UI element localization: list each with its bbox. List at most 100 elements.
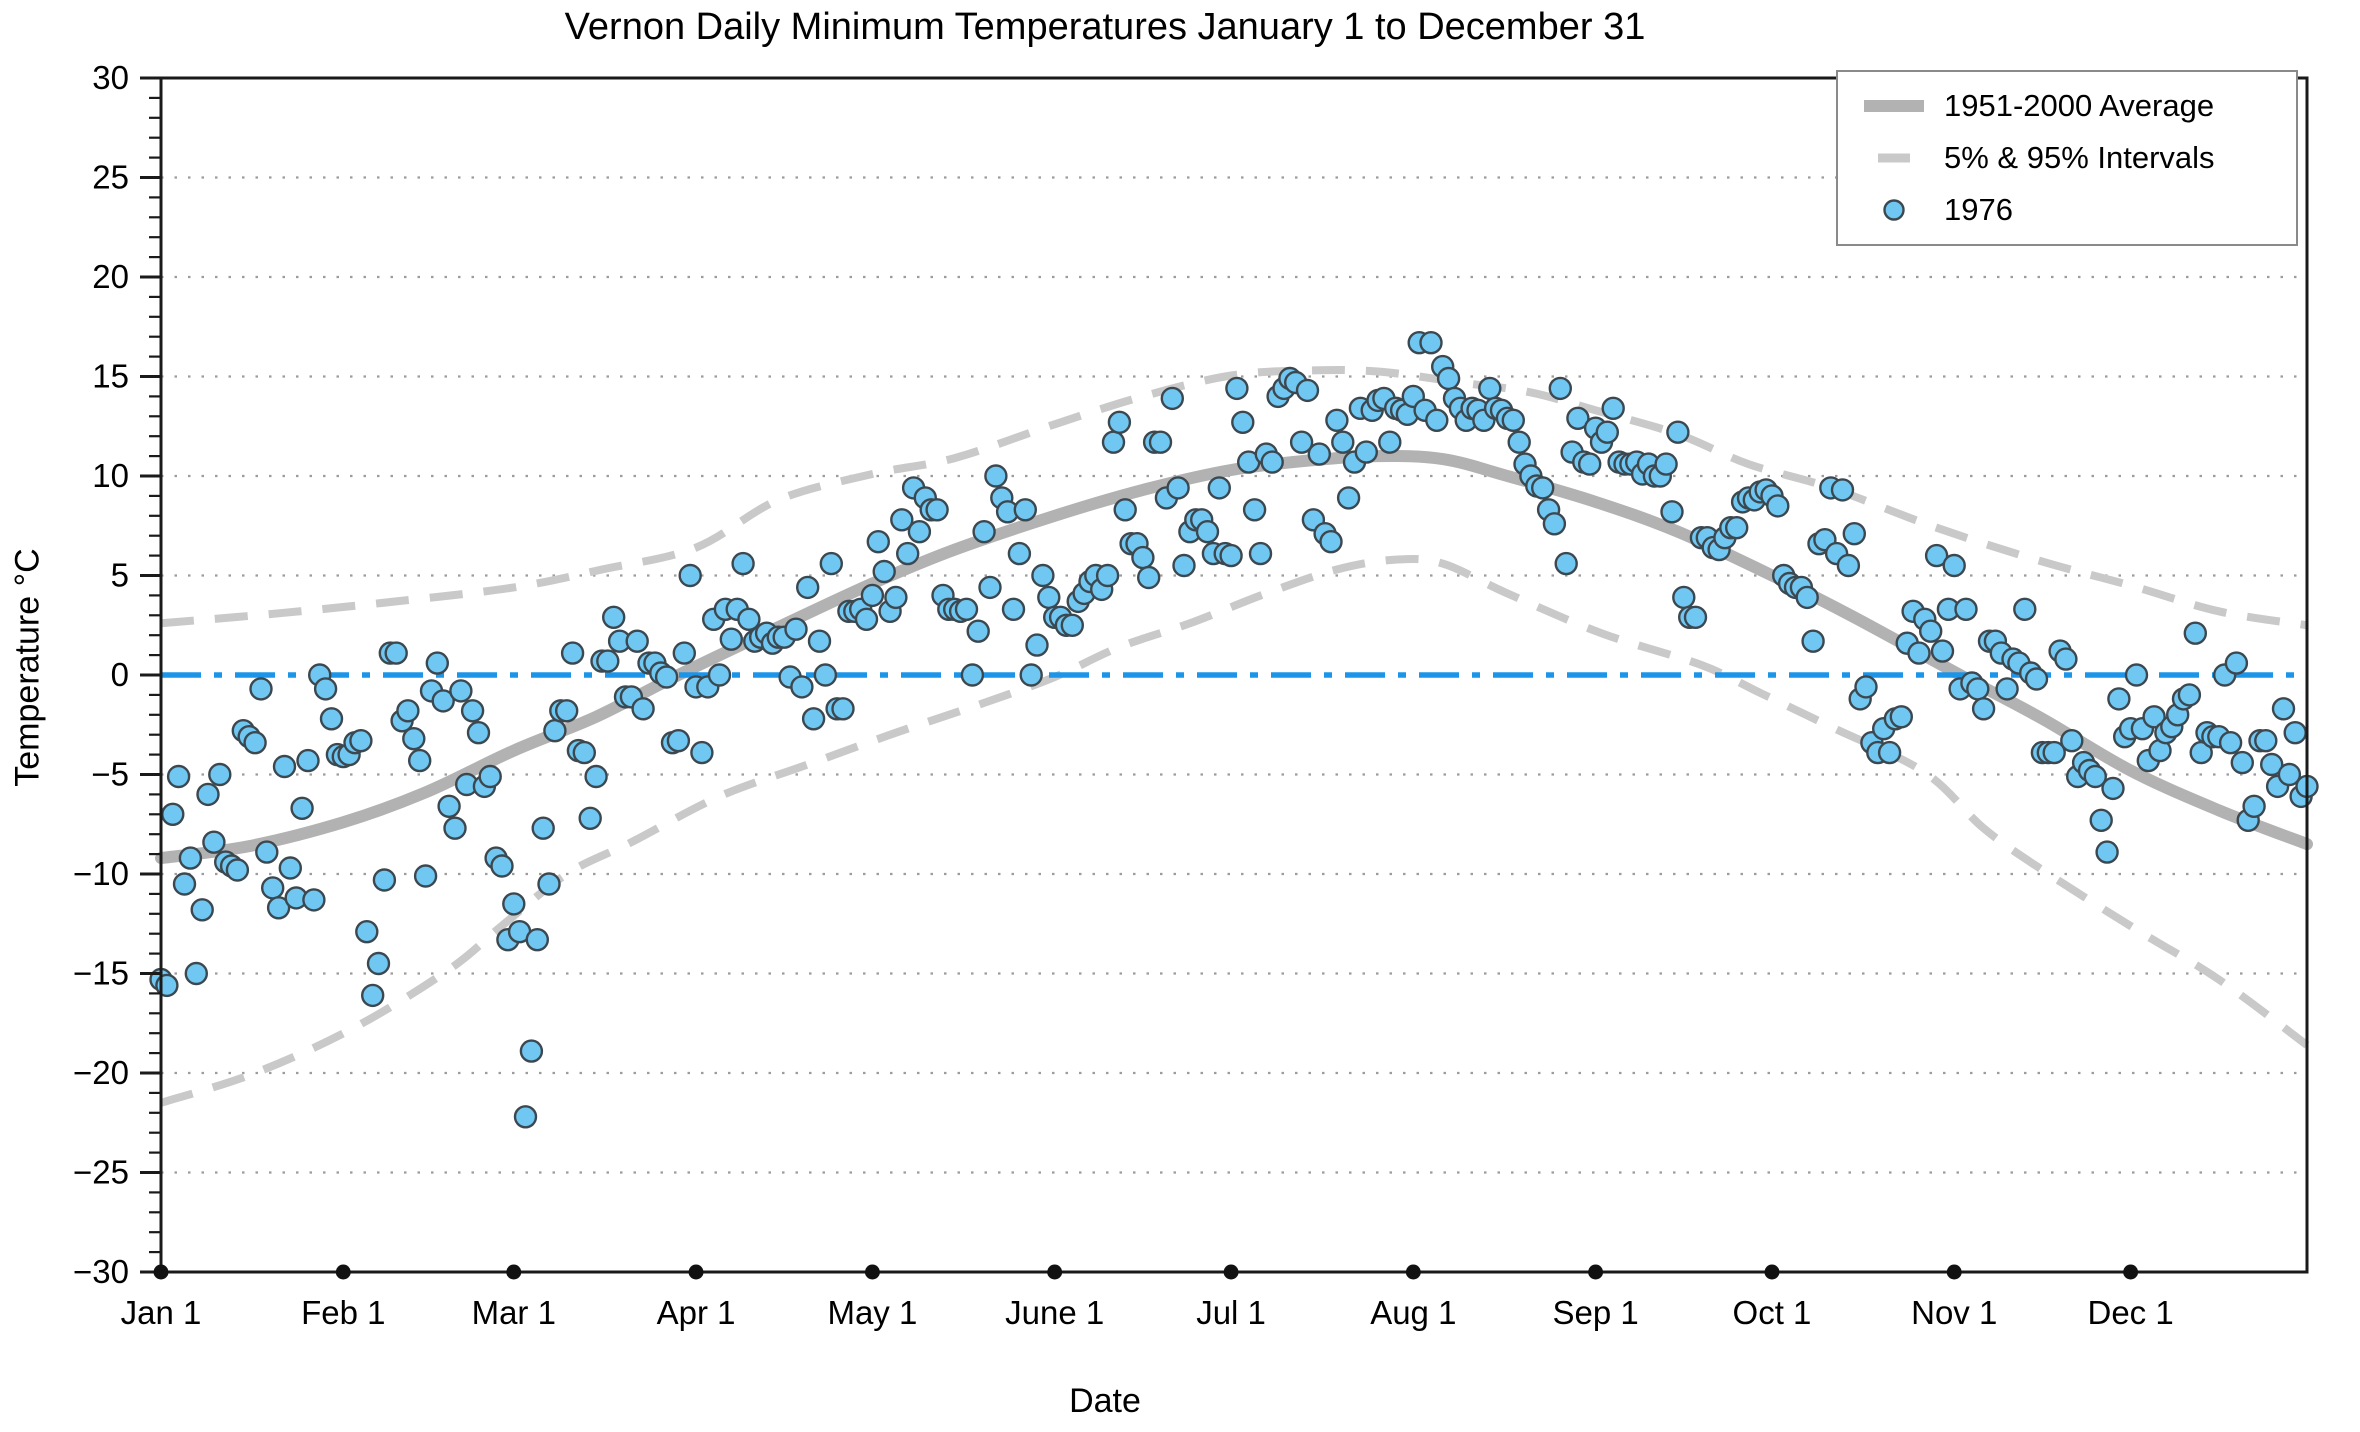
data-point bbox=[2254, 729, 2278, 753]
data-point bbox=[572, 740, 596, 765]
data-point bbox=[796, 575, 820, 600]
data-point bbox=[537, 872, 561, 896]
interval-95-line bbox=[160, 366, 2308, 630]
x-tick-label: Mar 1 bbox=[472, 1294, 556, 1331]
data-point bbox=[249, 677, 273, 701]
month-dot bbox=[1946, 1264, 1962, 1280]
data-point bbox=[1507, 430, 1531, 454]
data-point bbox=[1248, 541, 1273, 566]
data-point bbox=[196, 782, 220, 807]
y-tick-label: −20 bbox=[73, 1054, 129, 1091]
x-axis-label: Date bbox=[1069, 1382, 1141, 1420]
y-tick-label: −30 bbox=[73, 1253, 129, 1290]
data-point bbox=[1801, 629, 1825, 653]
data-point bbox=[1766, 494, 1790, 518]
data-point bbox=[266, 896, 291, 920]
data-point bbox=[296, 748, 320, 773]
y-axis-ticks bbox=[140, 76, 161, 1274]
x-tick-labels: Jan 1 Feb 1 Mar 1 Apr 1 May 1 June 1 Jul 1 Aug … bbox=[121, 1294, 2174, 1331]
data-point bbox=[531, 816, 555, 840]
data-point bbox=[831, 697, 855, 721]
legend-label-1976: 1976 bbox=[1944, 192, 2013, 227]
data-point bbox=[1172, 553, 1196, 578]
data-point bbox=[478, 764, 502, 789]
data-point bbox=[1001, 597, 1026, 621]
data-point bbox=[1666, 420, 1690, 444]
x-tick-label: Sep 1 bbox=[1552, 1294, 1638, 1331]
data-point bbox=[402, 727, 426, 751]
data-point bbox=[290, 796, 314, 820]
y-tick-label: 5 bbox=[111, 557, 129, 594]
data-point bbox=[460, 699, 485, 723]
data-point bbox=[560, 641, 585, 665]
data-point bbox=[790, 675, 814, 699]
data-point bbox=[1501, 408, 1526, 432]
data-point bbox=[2013, 597, 2037, 621]
data-point bbox=[1683, 605, 1708, 629]
data-point bbox=[1966, 677, 1990, 701]
data-point bbox=[413, 864, 438, 888]
y-tick-label: 10 bbox=[92, 457, 129, 494]
data-point bbox=[719, 627, 743, 651]
x-tick-label: June 1 bbox=[1005, 1294, 1104, 1331]
data-point bbox=[1918, 619, 1943, 643]
data-point bbox=[208, 762, 232, 787]
month-dot bbox=[335, 1264, 351, 1280]
data-point bbox=[1007, 541, 1032, 566]
data-point bbox=[261, 876, 285, 900]
x-tick-label: Nov 1 bbox=[1911, 1294, 1997, 1331]
data-point bbox=[1336, 486, 1361, 510]
data-point bbox=[349, 729, 373, 753]
data-point bbox=[2089, 808, 2113, 832]
data-point bbox=[1195, 520, 1220, 544]
chart-title: Vernon Daily Minimum Temperatures Januar… bbox=[564, 6, 1646, 48]
data-point bbox=[225, 858, 250, 882]
data-point bbox=[1577, 452, 1602, 476]
legend-label-intervals: 5% & 95% Intervals bbox=[1944, 140, 2215, 175]
data-point bbox=[161, 802, 185, 826]
data-point bbox=[2259, 752, 2284, 777]
y-tick-label: 0 bbox=[111, 656, 129, 693]
data-point bbox=[925, 498, 949, 522]
y-tick-label: 20 bbox=[92, 258, 129, 295]
month-dot bbox=[688, 1264, 704, 1280]
data-point bbox=[678, 563, 702, 588]
data-point bbox=[819, 551, 843, 576]
legend-item-average: 1951-2000 Average bbox=[1862, 84, 2214, 128]
data-point bbox=[172, 872, 197, 896]
data-point bbox=[1566, 406, 1590, 430]
data-point bbox=[1889, 705, 1914, 729]
data-point bbox=[543, 719, 567, 743]
data-point bbox=[866, 530, 890, 554]
data-point bbox=[2277, 762, 2302, 787]
data-point bbox=[1325, 408, 1349, 432]
data-point bbox=[1595, 420, 1620, 444]
data-point bbox=[1060, 613, 1085, 637]
data-point bbox=[425, 651, 449, 675]
data-point bbox=[813, 663, 838, 687]
data-point bbox=[278, 856, 302, 880]
month-dot bbox=[1764, 1264, 1780, 1280]
data-point bbox=[596, 649, 620, 673]
data-point bbox=[1225, 376, 1249, 401]
data-point bbox=[1148, 430, 1173, 454]
data-point bbox=[513, 1105, 538, 1129]
legend-item-intervals: 5% & 95% Intervals bbox=[1862, 136, 2215, 180]
data-point bbox=[690, 740, 714, 765]
data-point bbox=[361, 983, 385, 1008]
data-point bbox=[2107, 687, 2131, 711]
data-point bbox=[1260, 450, 1284, 474]
data-point bbox=[319, 707, 344, 731]
data-point bbox=[255, 840, 279, 864]
data-point bbox=[396, 699, 420, 723]
month-dot bbox=[1223, 1264, 1239, 1280]
data-point bbox=[1113, 498, 1137, 522]
data-point bbox=[2054, 647, 2078, 671]
data-point bbox=[2060, 729, 2084, 753]
data-point bbox=[737, 607, 761, 631]
data-point bbox=[443, 816, 467, 840]
data-point bbox=[1019, 663, 1043, 687]
y-tick-label: −10 bbox=[73, 855, 129, 892]
